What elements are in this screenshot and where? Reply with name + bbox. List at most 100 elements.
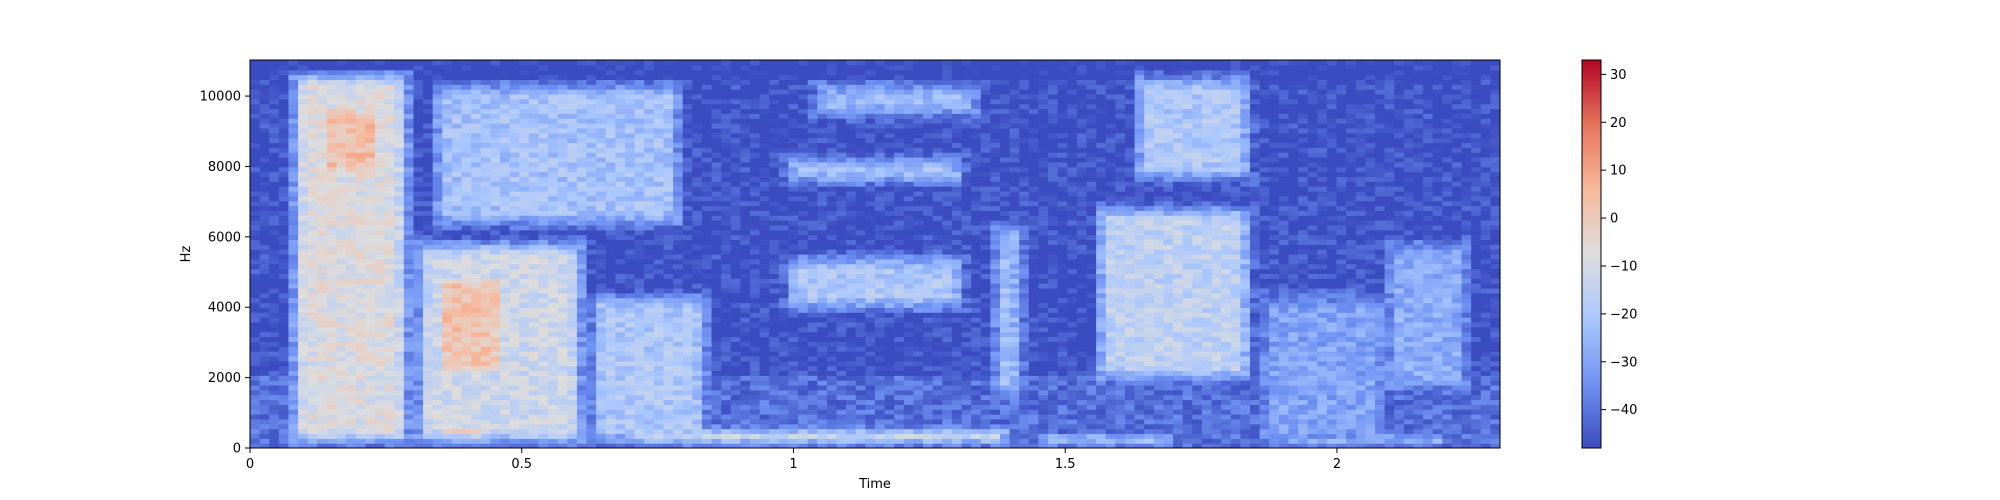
spectrogram-cell [403, 137, 415, 144]
spectrogram-cell [663, 200, 674, 207]
spectrogram-cell [807, 341, 818, 347]
spectrogram-cell [336, 370, 347, 376]
spectrogram-cell [605, 84, 616, 90]
spectrogram-cell [519, 176, 530, 182]
spectrogram-cell [605, 113, 616, 119]
spectrogram-cell [778, 336, 790, 342]
spectrogram-cell [317, 394, 328, 401]
spectrogram-cell [259, 297, 270, 304]
spectrogram-cell [326, 103, 338, 110]
spectrogram-cell [278, 210, 290, 216]
spectrogram-cell [317, 273, 328, 279]
spectrogram-cell [413, 414, 424, 420]
spectrogram-cell [778, 103, 790, 110]
spectrogram-cell [730, 409, 741, 415]
spectrogram-cell [846, 399, 857, 405]
spectrogram-cell [576, 147, 588, 153]
spectrogram-cell [750, 409, 761, 415]
spectrogram-cell [788, 404, 799, 410]
spectrogram-cell [711, 89, 722, 95]
spectrogram-cell [375, 409, 386, 415]
spectrogram-cell [326, 254, 338, 260]
spectrogram-cell [509, 60, 520, 66]
spectrogram-cell [375, 195, 386, 202]
spectrogram-cell [384, 176, 395, 182]
spectrogram-cell [461, 254, 472, 260]
spectrogram-cell [432, 210, 443, 216]
spectrogram-cell [384, 113, 395, 119]
spectrogram-cell [307, 384, 318, 391]
spectrogram-cell [528, 375, 540, 381]
spectrogram-cell [750, 176, 761, 182]
spectrogram-cell [278, 239, 290, 245]
spectrogram-cell [817, 127, 828, 134]
spectrogram-cell [480, 331, 491, 338]
spectrogram-cell [307, 254, 318, 260]
spectrogram-cell [413, 336, 424, 342]
spectrogram-cell [625, 254, 636, 260]
spectrogram-cell [471, 404, 482, 410]
spectrogram-cell [375, 370, 386, 376]
spectrogram-cell [461, 93, 472, 100]
spectrogram-cell [596, 380, 607, 386]
spectrogram-cell [730, 127, 741, 134]
spectrogram-cell [346, 317, 357, 323]
spectrogram-cell [307, 351, 318, 357]
spectrogram-cell [307, 399, 318, 405]
spectrogram-cell [432, 384, 443, 391]
spectrogram-cell [288, 190, 299, 197]
spectrogram-cell [817, 64, 828, 71]
spectrogram-cell [509, 79, 520, 85]
spectrogram-cell [567, 283, 578, 289]
spectrogram-cell [269, 181, 280, 187]
spectrogram-cell [355, 93, 366, 100]
spectrogram-cell [442, 74, 453, 80]
spectrogram-cell [807, 89, 818, 95]
spectrogram-cell [740, 384, 751, 391]
spectrogram-cell [807, 64, 818, 71]
spectrogram-cell [307, 370, 318, 376]
spectrogram-cell [759, 317, 770, 323]
spectrogram-cell [778, 181, 790, 187]
spectrogram-cell [278, 326, 290, 333]
spectrogram-cell [288, 380, 299, 386]
spectrogram-cell [826, 190, 838, 197]
spectrogram-cell [625, 74, 636, 80]
spectrogram-cell [778, 258, 790, 265]
spectrogram-cell [778, 433, 790, 439]
spectrogram-cell [817, 239, 828, 245]
spectrogram-cell [798, 370, 809, 376]
spectrogram-cell [288, 443, 299, 448]
spectrogram-cell [740, 336, 751, 342]
spectrogram-cell [846, 283, 857, 289]
spectrogram-cell [500, 200, 511, 207]
spectrogram-cell [336, 220, 347, 226]
spectrogram-cell [615, 312, 626, 318]
spectrogram-cell [557, 200, 568, 207]
spectrogram-cell [634, 331, 645, 338]
spectrogram-cell [461, 297, 472, 304]
spectrogram-cell [576, 433, 588, 439]
spectrogram-cell [269, 239, 280, 245]
spectrogram-cell [769, 443, 780, 448]
spectrogram-cell [269, 331, 280, 338]
spectrogram-cell [625, 307, 636, 313]
spectrogram-cell [788, 321, 799, 328]
spectrogram-cell [326, 263, 338, 270]
spectrogram-cell [846, 428, 857, 435]
spectrogram-cell [798, 147, 809, 153]
spectrogram-cell [288, 365, 299, 371]
spectrogram-cell [653, 254, 665, 260]
spectrogram-cell [336, 287, 347, 294]
spectrogram-cell [490, 215, 501, 221]
spectrogram-cell [509, 142, 520, 148]
spectrogram-cell [317, 215, 328, 221]
spectrogram-cell [778, 360, 790, 367]
spectrogram-cell [384, 399, 395, 405]
spectrogram-cell [817, 375, 828, 381]
spectrogram-cell [711, 74, 722, 80]
spectrogram-cell [750, 89, 761, 95]
spectrogram-cell [298, 394, 309, 401]
spectrogram-cell [461, 171, 472, 177]
spectrogram-cell [346, 355, 357, 362]
